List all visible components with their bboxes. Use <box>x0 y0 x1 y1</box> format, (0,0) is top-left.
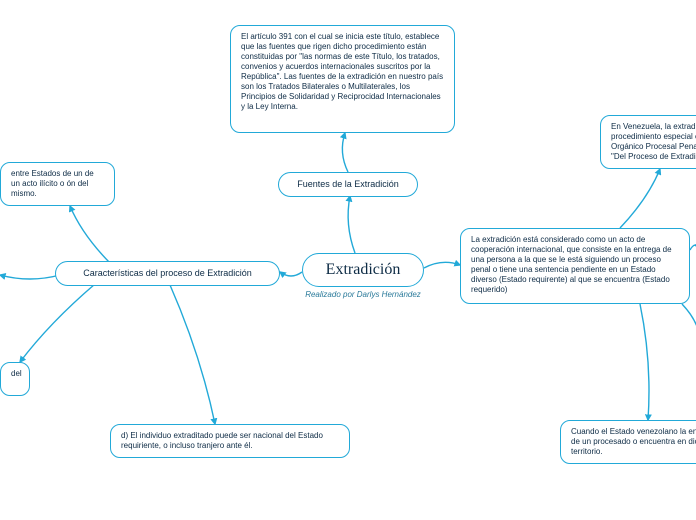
subtitle-text: Realizado por Darlys Hernández <box>305 290 421 299</box>
edge-center-definicion <box>424 262 460 268</box>
edge-center-fuentes-pill <box>348 196 355 253</box>
node-venezuela[interactable]: En Venezuela, la extradi procedimiento e… <box>600 115 696 169</box>
node-label: Características del proceso de Extradici… <box>83 268 252 279</box>
edge-definicion-branch-r1 <box>690 245 696 250</box>
node-label: En Venezuela, la extradi procedimiento e… <box>611 122 696 161</box>
edge-caract-pill-caract-hidden1 <box>0 275 60 279</box>
node-fuentes-detail[interactable]: El artículo 391 con el cual se inicia es… <box>230 25 455 133</box>
edge-caract-pill-caract-c <box>20 284 95 362</box>
edge-definicion-venezuela <box>620 169 660 228</box>
node-label: d) El individuo extraditado puede ser na… <box>121 431 323 450</box>
node-definicion[interactable]: La extradición está considerado como un … <box>460 228 690 304</box>
edge-definicion-estado <box>640 304 649 420</box>
node-label: Fuentes de la Extradición <box>297 179 399 190</box>
center-node[interactable]: Extradición <box>302 253 424 287</box>
node-label: La extradición está considerado como un … <box>471 235 672 294</box>
edge-caract-pill-caract-a <box>70 206 110 263</box>
node-fuentes-pill[interactable]: Fuentes de la Extradición <box>278 172 418 197</box>
node-label: El artículo 391 con el cual se inicia es… <box>241 32 443 111</box>
node-label: del <box>11 369 22 378</box>
node-caract-pill[interactable]: Características del proceso de Extradici… <box>55 261 280 286</box>
node-estado[interactable]: Cuando el Estado venezolano la entrega d… <box>560 420 696 464</box>
node-label: entre Estados de un de un acto ilícito o… <box>11 169 94 198</box>
edge-definicion-branch-r2 <box>682 304 696 340</box>
node-caract-a[interactable]: entre Estados de un de un acto ilícito o… <box>0 162 115 206</box>
subtitle: Realizado por Darlys Hernández <box>302 290 424 299</box>
center-label: Extradición <box>326 261 401 279</box>
node-label: Cuando el Estado venezolano la entrega d… <box>571 427 696 456</box>
node-caract-c[interactable]: del <box>0 362 30 396</box>
node-caract-d[interactable]: d) El individuo extraditado puede ser na… <box>110 424 350 458</box>
edge-caract-pill-caract-d <box>170 285 215 424</box>
edge-center-caract-pill <box>280 272 302 276</box>
edge-fuentes-pill-fuentes-detail <box>342 133 348 172</box>
